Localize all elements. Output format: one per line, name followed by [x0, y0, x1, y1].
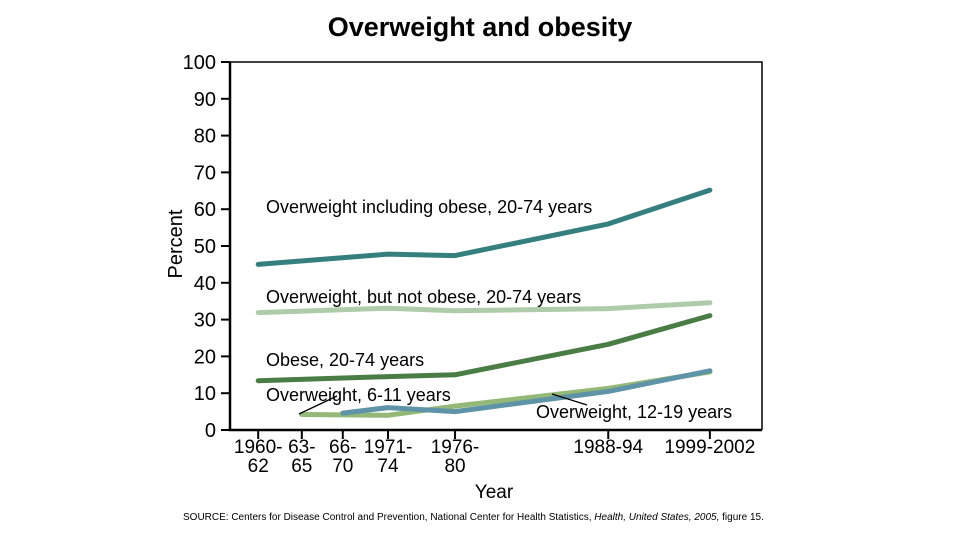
series-line-obese-20-74-years: [255, 313, 713, 384]
x-tick-label: 1971-: [364, 437, 413, 458]
plot-border-thin: [230, 61, 763, 430]
series-annotation: Overweight, but not obese, 20-74 years: [266, 287, 581, 307]
y-tick-label: 80: [194, 126, 216, 148]
y-tick-label: 60: [194, 199, 216, 221]
series-line-overweight-including-obese-20-74-years: [255, 187, 713, 267]
y-tick-label: 20: [194, 346, 216, 368]
y-tick-label: 50: [194, 236, 216, 258]
series-annotation: Overweight including obese, 20-74 years: [266, 197, 592, 217]
x-tick-label: 74: [377, 456, 399, 477]
source-text: SOURCE: Centers for Disease Control and …: [183, 512, 595, 523]
y-tick-label: 30: [194, 310, 216, 332]
x-tick-label: 70: [332, 456, 353, 477]
y-tick-label: 90: [194, 89, 216, 111]
y-axis-title: Percent: [165, 209, 187, 279]
series-annotation: Overweight, 6-11 years: [266, 385, 451, 405]
annotation-leader-line: [298, 395, 338, 415]
series-annotation: Obese, 20-74 years: [266, 350, 424, 370]
y-tick-label: 0: [205, 420, 216, 442]
x-tick-label: 1999-2002: [664, 437, 755, 458]
x-tick-label: 65: [291, 456, 312, 477]
x-tick-label: 1960-: [234, 437, 283, 458]
y-tick-label: 40: [194, 273, 216, 295]
chart-title: Overweight and obesity: [327, 12, 633, 42]
y-tick-label: 70: [194, 162, 216, 184]
annotation-leader-line: [551, 393, 588, 406]
x-tick-label: 1976-: [431, 437, 480, 458]
x-tick-label: 62: [248, 456, 269, 477]
x-tick-label: 63-: [288, 437, 315, 458]
series-line-overweight-but-not-obese-20-74-years: [255, 300, 713, 316]
source-text-italic: Health, United States, 2005,: [594, 512, 720, 523]
y-tick-label: 100: [183, 52, 216, 74]
y-tick-label: 10: [194, 383, 216, 405]
x-axis-title: Year: [474, 482, 514, 503]
series-annotation: Overweight, 12-19 years: [536, 402, 732, 422]
x-tick-label: 1988-94: [573, 437, 643, 458]
source-citation: SOURCE: Centers for Disease Control and …: [183, 512, 923, 523]
x-tick-label: 66-: [329, 437, 356, 458]
x-tick-label: 80: [444, 456, 465, 477]
source-text-tail: figure 15.: [719, 512, 764, 523]
series-line-overweight-12-19-years: [340, 368, 713, 416]
